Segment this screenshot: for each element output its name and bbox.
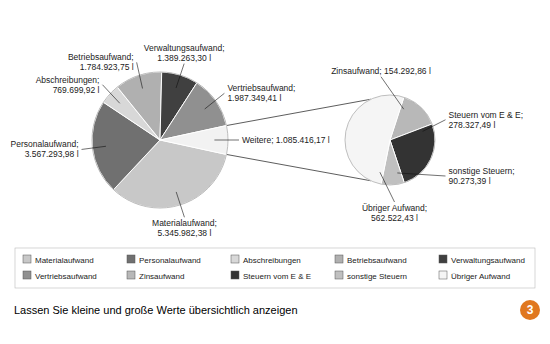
data-labels: Zinsaufwand; 154.292,86 l Steuern vom E &… [331, 66, 523, 223]
leader-line [380, 172, 395, 202]
data-label-line: 3.567.293,98 l [25, 149, 79, 159]
annotation: 3 [527, 303, 534, 317]
legend-swatch [231, 271, 239, 279]
data-label-line: Personalaufwand; [10, 139, 78, 149]
pie [92, 72, 228, 208]
leader-line [214, 140, 239, 141]
leader-line [82, 146, 106, 149]
legend-swatch [231, 255, 239, 263]
data-label: Abschreibungen;769.699,92 l [36, 75, 100, 95]
data-label-line: sonstige Steuern; [449, 166, 515, 176]
data-label-line: 562.522,43 l [371, 213, 418, 223]
data-label-line: 5.345.982,38 l [157, 228, 211, 238]
leader-line [102, 85, 119, 104]
data-label: Weitere; 1.085.416,17 l [242, 135, 330, 145]
leader-line [381, 77, 404, 109]
data-label-line: Betriebsaufwand; [68, 52, 134, 62]
data-label-line: 769.699,92 l [53, 85, 100, 95]
data-label: Materialaufwand;5.345.982,38 l [152, 218, 217, 238]
data-label-line: 1.784.923,75 l [80, 62, 134, 72]
data-label: Vertriebsaufwand;1.987.349,41 l [227, 83, 295, 103]
legend-swatch [23, 271, 31, 279]
badge: 3 [520, 300, 540, 320]
legend-entry: Verwaltungsaufwand [451, 256, 525, 265]
data-label: Steuern vom E & E;278.327,49 l [449, 110, 524, 130]
legend-entry: Übriger Aufwand [451, 272, 510, 281]
leader-line [205, 93, 225, 109]
data-label-line: Vertriebsaufwand; [227, 83, 295, 93]
subtitle: Lassen Sie kleine und große Werte übersi… [14, 304, 298, 316]
legend-entry: Zinsaufwand [139, 272, 184, 281]
data-label: Betriebsaufwand;1.784.923,75 l [68, 52, 134, 72]
data-label: sonstige Steuern;90.273,39 l [449, 166, 515, 186]
data-label-line: 1.389.263,30 l [157, 53, 211, 63]
legend-swatch [439, 271, 447, 279]
data-label-line: Weitere; 1.085.416,17 l [242, 135, 330, 145]
leader-line [137, 62, 143, 88]
legend-swatch [127, 271, 135, 279]
data-label-line: 1.987.349,41 l [227, 93, 281, 103]
data-label: Zinsaufwand; 154.292,86 l [331, 66, 431, 76]
legend-frame [15, 248, 535, 288]
leader-line [176, 192, 184, 217]
leader-line [423, 120, 446, 132]
data-label: Übriger Aufwand;562.522,43 l [362, 203, 427, 223]
leader-line [176, 64, 184, 88]
legend-entry: Betriebsaufwand [347, 256, 407, 265]
legend-entry: Abschreibungen [243, 256, 301, 265]
legend-swatch [439, 255, 447, 263]
data-label-line: Abschreibungen; [36, 75, 100, 85]
legend-entry: Steuern vom E & E [243, 272, 311, 281]
legend-entry: Vertriebsaufwand [35, 272, 97, 281]
legend-entry: Materialaufwand [35, 256, 94, 265]
legend-swatch [127, 255, 135, 263]
legend: Materialaufwand Personalaufwand Abschreibu… [15, 248, 535, 288]
data-label-line: Steuern vom E & E; [449, 110, 524, 120]
data-label: Personalaufwand;3.567.293,98 l [10, 139, 78, 159]
data-label-line: Materialaufwand; [152, 218, 217, 228]
chart: Materialaufwand;5.345.982,38 l Personalau… [0, 0, 550, 344]
pie-slice [345, 95, 404, 184]
legend-entry: Personalaufwand [139, 256, 201, 265]
legend-swatch [335, 255, 343, 263]
data-labels: Materialaufwand;5.345.982,38 l Personalau… [10, 43, 329, 239]
legend-entry: sonstige Steuern [347, 272, 407, 281]
data-label-line: 90.273,39 l [449, 176, 491, 186]
data-label-line: Übriger Aufwand; [362, 203, 427, 213]
data-label-line: Zinsaufwand; 154.292,86 l [331, 66, 431, 76]
legend-swatch [23, 255, 31, 263]
data-label-line: Verwaltungsaufwand; [144, 43, 225, 53]
pie-outline [345, 95, 435, 185]
legend-swatch [335, 271, 343, 279]
pie [345, 95, 435, 185]
data-label-line: 278.327,49 l [449, 120, 496, 130]
badge-circle [520, 300, 540, 320]
leader-line [397, 173, 445, 176]
data-label: Verwaltungsaufwand;1.389.263,30 l [144, 43, 225, 63]
pie-outline [92, 72, 228, 208]
